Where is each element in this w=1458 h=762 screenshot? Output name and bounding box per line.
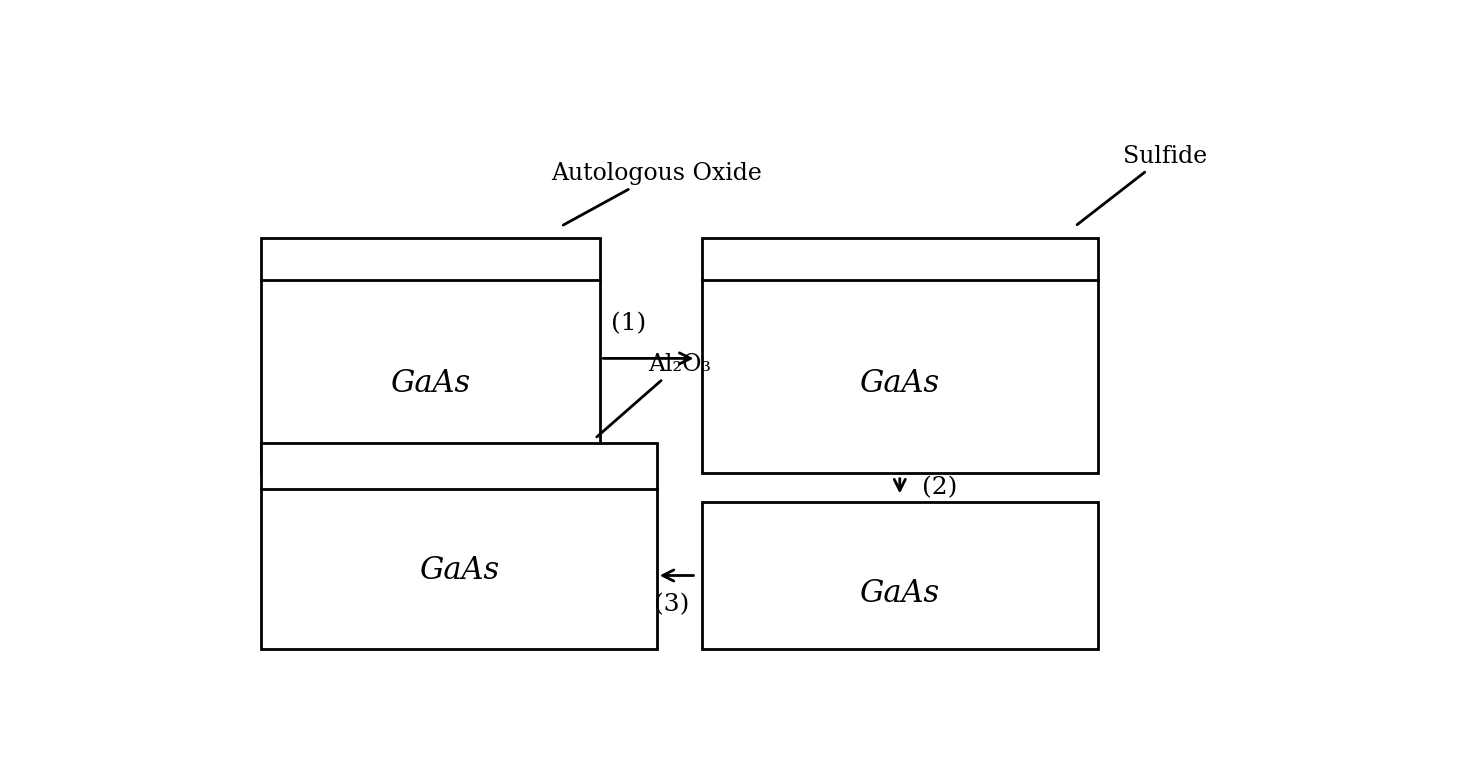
Text: (2): (2) — [923, 476, 958, 499]
Bar — [261, 238, 601, 472]
Text: GaAs: GaAs — [391, 368, 471, 399]
Text: GaAs: GaAs — [860, 368, 940, 399]
Text: GaAs: GaAs — [860, 578, 940, 609]
Text: Sulfide: Sulfide — [1077, 145, 1207, 225]
Bar — [703, 502, 1098, 649]
Bar — [261, 443, 656, 649]
Text: (3): (3) — [653, 593, 690, 616]
Text: Autologous Oxide: Autologous Oxide — [551, 162, 763, 225]
Text: Al₂O₃: Al₂O₃ — [596, 353, 712, 437]
Bar — [703, 238, 1098, 472]
Text: (1): (1) — [611, 312, 646, 335]
Text: GaAs: GaAs — [418, 555, 499, 586]
